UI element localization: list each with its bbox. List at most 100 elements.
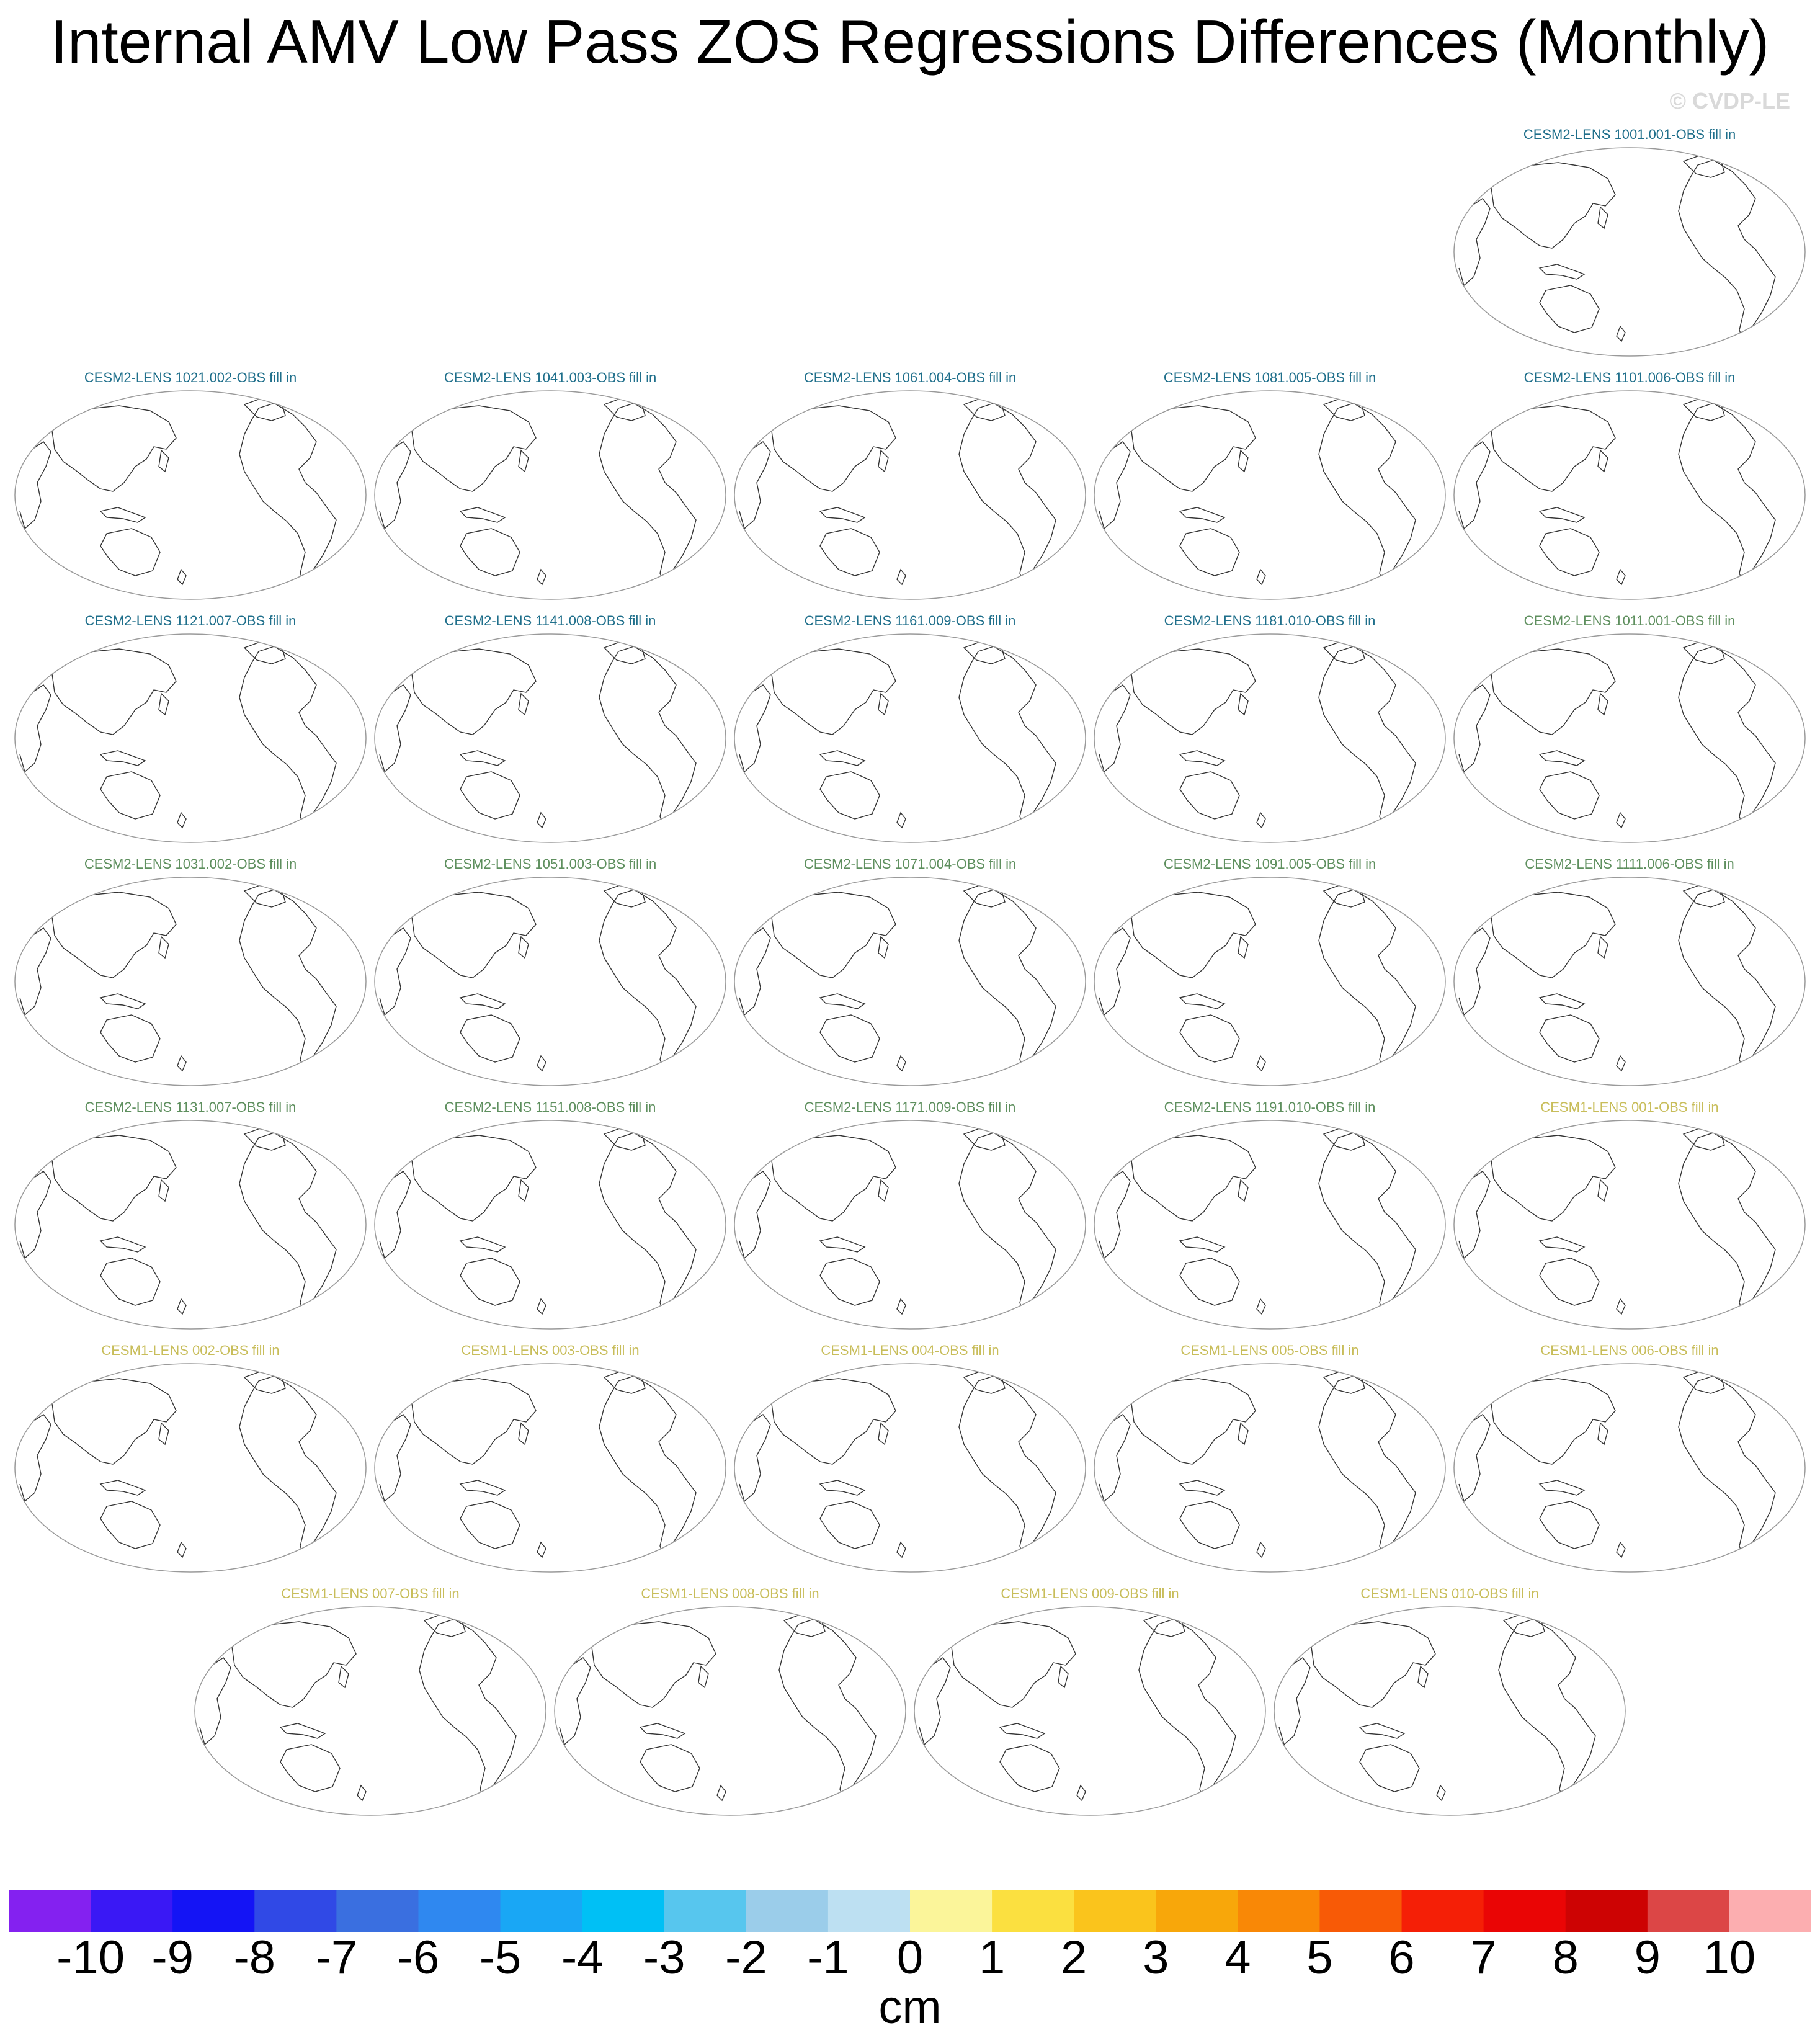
panel-title: CESM1-LENS 004-OBS fill in	[821, 1343, 999, 1358]
coastline	[1597, 1179, 1608, 1202]
world-map	[734, 390, 1086, 600]
coastline	[958, 403, 1056, 584]
coastline	[603, 641, 646, 664]
coastline	[1538, 1480, 1586, 1496]
map-outline	[374, 1120, 726, 1330]
world-map	[14, 633, 367, 843]
coastline	[819, 771, 880, 820]
map-panel: CESM2-LENS 1091.005-OBS fill in	[1093, 857, 1447, 1087]
coastline	[243, 1127, 286, 1151]
panel-title: CESM2-LENS 1101.006-OBS fill in	[1523, 370, 1736, 385]
coastline	[599, 646, 697, 828]
coastline	[1538, 993, 1586, 1009]
map-panel: CESM2-LENS 1121.007-OBS fill in	[14, 614, 367, 844]
colorbar-tick-label: 6	[1388, 1931, 1415, 1984]
coastline	[1097, 927, 1131, 1016]
coastline	[1539, 771, 1600, 820]
coastline	[18, 927, 51, 1016]
map-panel: CESM1-LENS 004-OBS fill in	[733, 1344, 1087, 1573]
coastline	[819, 1480, 866, 1496]
map-panel: CESM2-LENS 1031.002-OBS fill in	[14, 857, 367, 1087]
map-outline	[14, 390, 367, 600]
coastline	[50, 1135, 177, 1222]
coastline	[460, 1501, 520, 1549]
world-map	[14, 877, 367, 1086]
coastline	[878, 1179, 889, 1202]
coastline	[599, 1132, 697, 1314]
coastline	[410, 648, 537, 735]
coastline	[896, 1298, 906, 1315]
coastline	[50, 405, 177, 492]
coastline	[177, 1298, 187, 1315]
coastline	[239, 889, 337, 1071]
colorbar	[9, 1890, 1811, 1932]
map-outline	[1453, 147, 1806, 357]
coastline	[1616, 568, 1626, 586]
coastline	[963, 641, 1006, 664]
coastline	[738, 684, 771, 773]
coastline	[716, 1784, 726, 1802]
coastline	[177, 568, 187, 586]
world-map	[914, 1606, 1266, 1816]
panel-title: CESM2-LENS 1161.009-OBS fill in	[804, 613, 1016, 628]
coastline	[1238, 1422, 1249, 1446]
colorbar-swatch	[1483, 1890, 1566, 1932]
world-map	[554, 1606, 906, 1816]
panel-title: CESM1-LENS 007-OBS fill in	[281, 1586, 460, 1601]
coastline	[1678, 1375, 1776, 1557]
colorbar-swatch	[1074, 1890, 1156, 1932]
map-outline	[374, 877, 726, 1086]
coastline	[1682, 1370, 1725, 1394]
coastline	[1179, 1501, 1240, 1549]
coastline	[99, 507, 146, 523]
coastline	[518, 449, 529, 473]
colorbar-swatch	[746, 1890, 829, 1932]
colorbar-swatch	[664, 1890, 747, 1932]
coastline	[878, 936, 889, 959]
coastline	[819, 750, 866, 766]
colorbar-swatch	[91, 1890, 173, 1932]
coastline	[878, 692, 889, 716]
coastline	[1682, 1127, 1725, 1151]
coastline	[1323, 1127, 1365, 1151]
coastline	[158, 936, 169, 959]
colorbar-swatch	[1156, 1890, 1238, 1932]
colorbar-units: cm	[878, 1981, 942, 2034]
map-outline	[374, 633, 726, 843]
colorbar-tick-label: -5	[479, 1931, 522, 1984]
coastline	[1539, 1501, 1600, 1549]
coastline	[99, 1480, 146, 1496]
colorbar-swatch	[1647, 1890, 1730, 1932]
coastline	[1538, 1236, 1586, 1253]
coastline	[1678, 159, 1776, 341]
coastline	[243, 641, 286, 664]
coastline	[1238, 936, 1249, 959]
coastline	[280, 1744, 341, 1792]
coastline	[603, 398, 646, 421]
map-panel: CESM1-LENS 002-OBS fill in	[14, 1344, 367, 1573]
coastline	[783, 1614, 826, 1637]
panel-title: CESM2-LENS 1051.003-OBS fill in	[444, 856, 657, 872]
coastline	[1318, 646, 1416, 828]
coastline	[243, 1370, 286, 1394]
map-outline	[14, 1363, 367, 1573]
coastline	[537, 1541, 546, 1558]
world-map	[194, 1606, 546, 1816]
map-outline	[1094, 1363, 1446, 1573]
coastline	[1323, 884, 1365, 908]
coastline	[603, 884, 646, 908]
coastline	[18, 1414, 51, 1503]
panel-title: CESM2-LENS 1021.002-OBS fill in	[84, 370, 297, 385]
coastline	[896, 568, 906, 586]
coastline	[518, 692, 529, 716]
coastline	[1130, 892, 1256, 978]
coastline	[1130, 405, 1256, 492]
world-map	[734, 877, 1086, 1086]
colorbar-swatch	[1238, 1890, 1320, 1932]
world-map	[374, 633, 726, 843]
colorbar-swatch	[1565, 1890, 1648, 1932]
panel-title: CESM2-LENS 1041.003-OBS fill in	[444, 370, 657, 385]
coastline	[1597, 206, 1608, 230]
map-panel: CESM2-LENS 1101.006-OBS fill in	[1453, 371, 1806, 601]
coastline	[100, 1501, 161, 1549]
